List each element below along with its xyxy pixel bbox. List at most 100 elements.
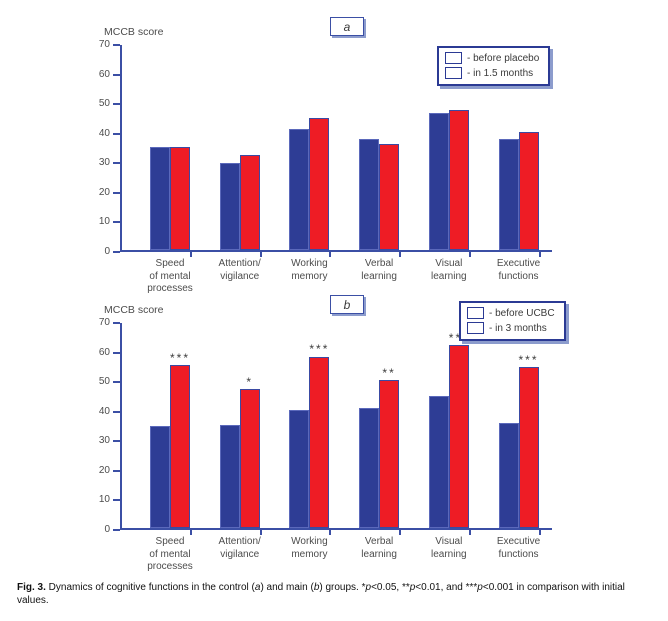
y-tick — [113, 162, 120, 165]
chart-panel-b: MCCB score b 0 10 20 30 40 50 60 70 Speed of men… — [0, 288, 668, 575]
y-tick-label: 70 — [98, 39, 110, 50]
bar — [498, 423, 519, 528]
bar — [170, 365, 190, 528]
category-label: Verbal learning — [361, 536, 397, 560]
y-tick — [113, 44, 120, 46]
y-tick — [113, 191, 120, 194]
y-tick-label: 70 — [98, 317, 110, 328]
legend-swatch-blue — [467, 307, 484, 319]
legend-swatch-blue — [445, 52, 462, 64]
category-label: Verbal learning — [361, 258, 397, 282]
category-label: Working memory — [291, 258, 328, 282]
panel-label: a — [343, 19, 351, 34]
y-tick — [113, 440, 120, 443]
legend-row: - before UCBC — [467, 307, 555, 319]
x-tick — [329, 252, 332, 257]
x-tick — [190, 252, 192, 257]
category-label: Attention/ vigilance — [218, 258, 261, 282]
category-label: Attention/ vigilance — [218, 536, 261, 560]
y-tick — [113, 103, 120, 106]
caption-text: p — [365, 582, 372, 593]
x-tick — [538, 530, 541, 535]
caption-text: p — [409, 582, 416, 593]
panel-label-box-a: a — [330, 17, 364, 36]
caption-text: b — [313, 582, 320, 593]
bar — [379, 380, 400, 528]
caption-text: ) groups. * — [319, 582, 366, 593]
bar — [428, 396, 449, 528]
y-tick-label: 50 — [98, 98, 110, 110]
y-tick — [113, 469, 120, 472]
bar — [289, 409, 310, 528]
caption-text: Dynamics of cognitive functions in the c… — [45, 582, 255, 593]
significance-stars: ** — [382, 366, 396, 381]
caption-text: <0.001 in comparison with initial values… — [17, 582, 625, 606]
legend-row: - in 3 months — [467, 322, 555, 334]
legend: - before UCBC - in 3 months — [459, 301, 566, 341]
legend-row: - in 1.5 months — [445, 67, 539, 79]
y-tick — [113, 221, 120, 224]
y-tick-label: 40 — [98, 405, 110, 417]
y-tick-label: 40 — [98, 127, 110, 139]
chart-panel-a: MCCB score a 0 10 20 30 40 50 60 70 Speed of men… — [0, 10, 668, 294]
significance-stars: *** — [169, 351, 191, 366]
legend-label: - in 3 months — [489, 322, 547, 334]
y-tick-label: 10 — [98, 216, 110, 228]
caption-text: ) and main ( — [260, 582, 314, 593]
significance-stars: *** — [309, 342, 330, 357]
y-tick-label: 60 — [98, 346, 110, 358]
bar — [150, 425, 170, 528]
y-tick — [113, 73, 120, 76]
y-tick-label: 30 — [98, 435, 110, 447]
category-label: Executive functions — [496, 536, 541, 560]
bar — [309, 356, 330, 528]
x-tick — [259, 530, 262, 535]
x-tick — [190, 530, 192, 535]
y-tick-label: 50 — [98, 376, 110, 388]
bar — [239, 389, 260, 528]
x-tick — [399, 530, 402, 535]
y-tick — [113, 499, 120, 502]
legend: - before placebo - in 1.5 months — [437, 46, 551, 86]
y-tick — [113, 132, 120, 135]
category-label: Visual learning — [431, 258, 467, 282]
category-label: Executive functions — [496, 258, 541, 282]
category-label: Speed of mental processes — [147, 258, 193, 294]
bar — [239, 155, 260, 250]
bar — [150, 146, 170, 250]
caption-text: <0.05, ** — [371, 582, 410, 593]
y-tick-label: 0 — [104, 524, 110, 535]
panel-label: b — [343, 297, 351, 312]
y-tick — [113, 410, 120, 413]
y-tick-label: 0 — [104, 246, 110, 257]
y-tick — [113, 322, 120, 324]
y-axis-title: MCCB score — [104, 26, 164, 38]
panel-label-box-b: b — [330, 295, 364, 314]
plot-area: 0 10 20 30 40 50 60 70 Speed of mental processes… — [99, 317, 552, 572]
x-tick — [399, 252, 402, 257]
significance-stars: *** — [518, 352, 539, 367]
significance-stars: * — [246, 375, 254, 389]
x-tick — [259, 252, 262, 257]
bar — [448, 344, 469, 528]
bar — [170, 146, 190, 250]
bar — [309, 118, 330, 250]
bar — [219, 424, 240, 528]
y-tick — [113, 381, 120, 384]
y-tick — [113, 251, 120, 253]
category-label: Visual learning — [431, 536, 467, 560]
bar — [448, 109, 469, 250]
bar — [518, 366, 539, 528]
y-tick-label: 10 — [98, 494, 110, 506]
y-tick — [113, 529, 120, 531]
bar — [428, 112, 449, 250]
caption-text: <0.01, and *** — [415, 582, 478, 593]
bar — [289, 128, 310, 250]
legend-label: - before placebo — [467, 52, 540, 64]
x-tick — [538, 252, 541, 257]
x-tick — [468, 530, 471, 535]
caption-text: Fig. 3. — [17, 582, 46, 593]
plot-area: 0 10 20 30 40 50 60 70 Speed of mental processes… — [99, 39, 552, 294]
bar — [498, 139, 519, 250]
x-tick — [329, 530, 332, 535]
